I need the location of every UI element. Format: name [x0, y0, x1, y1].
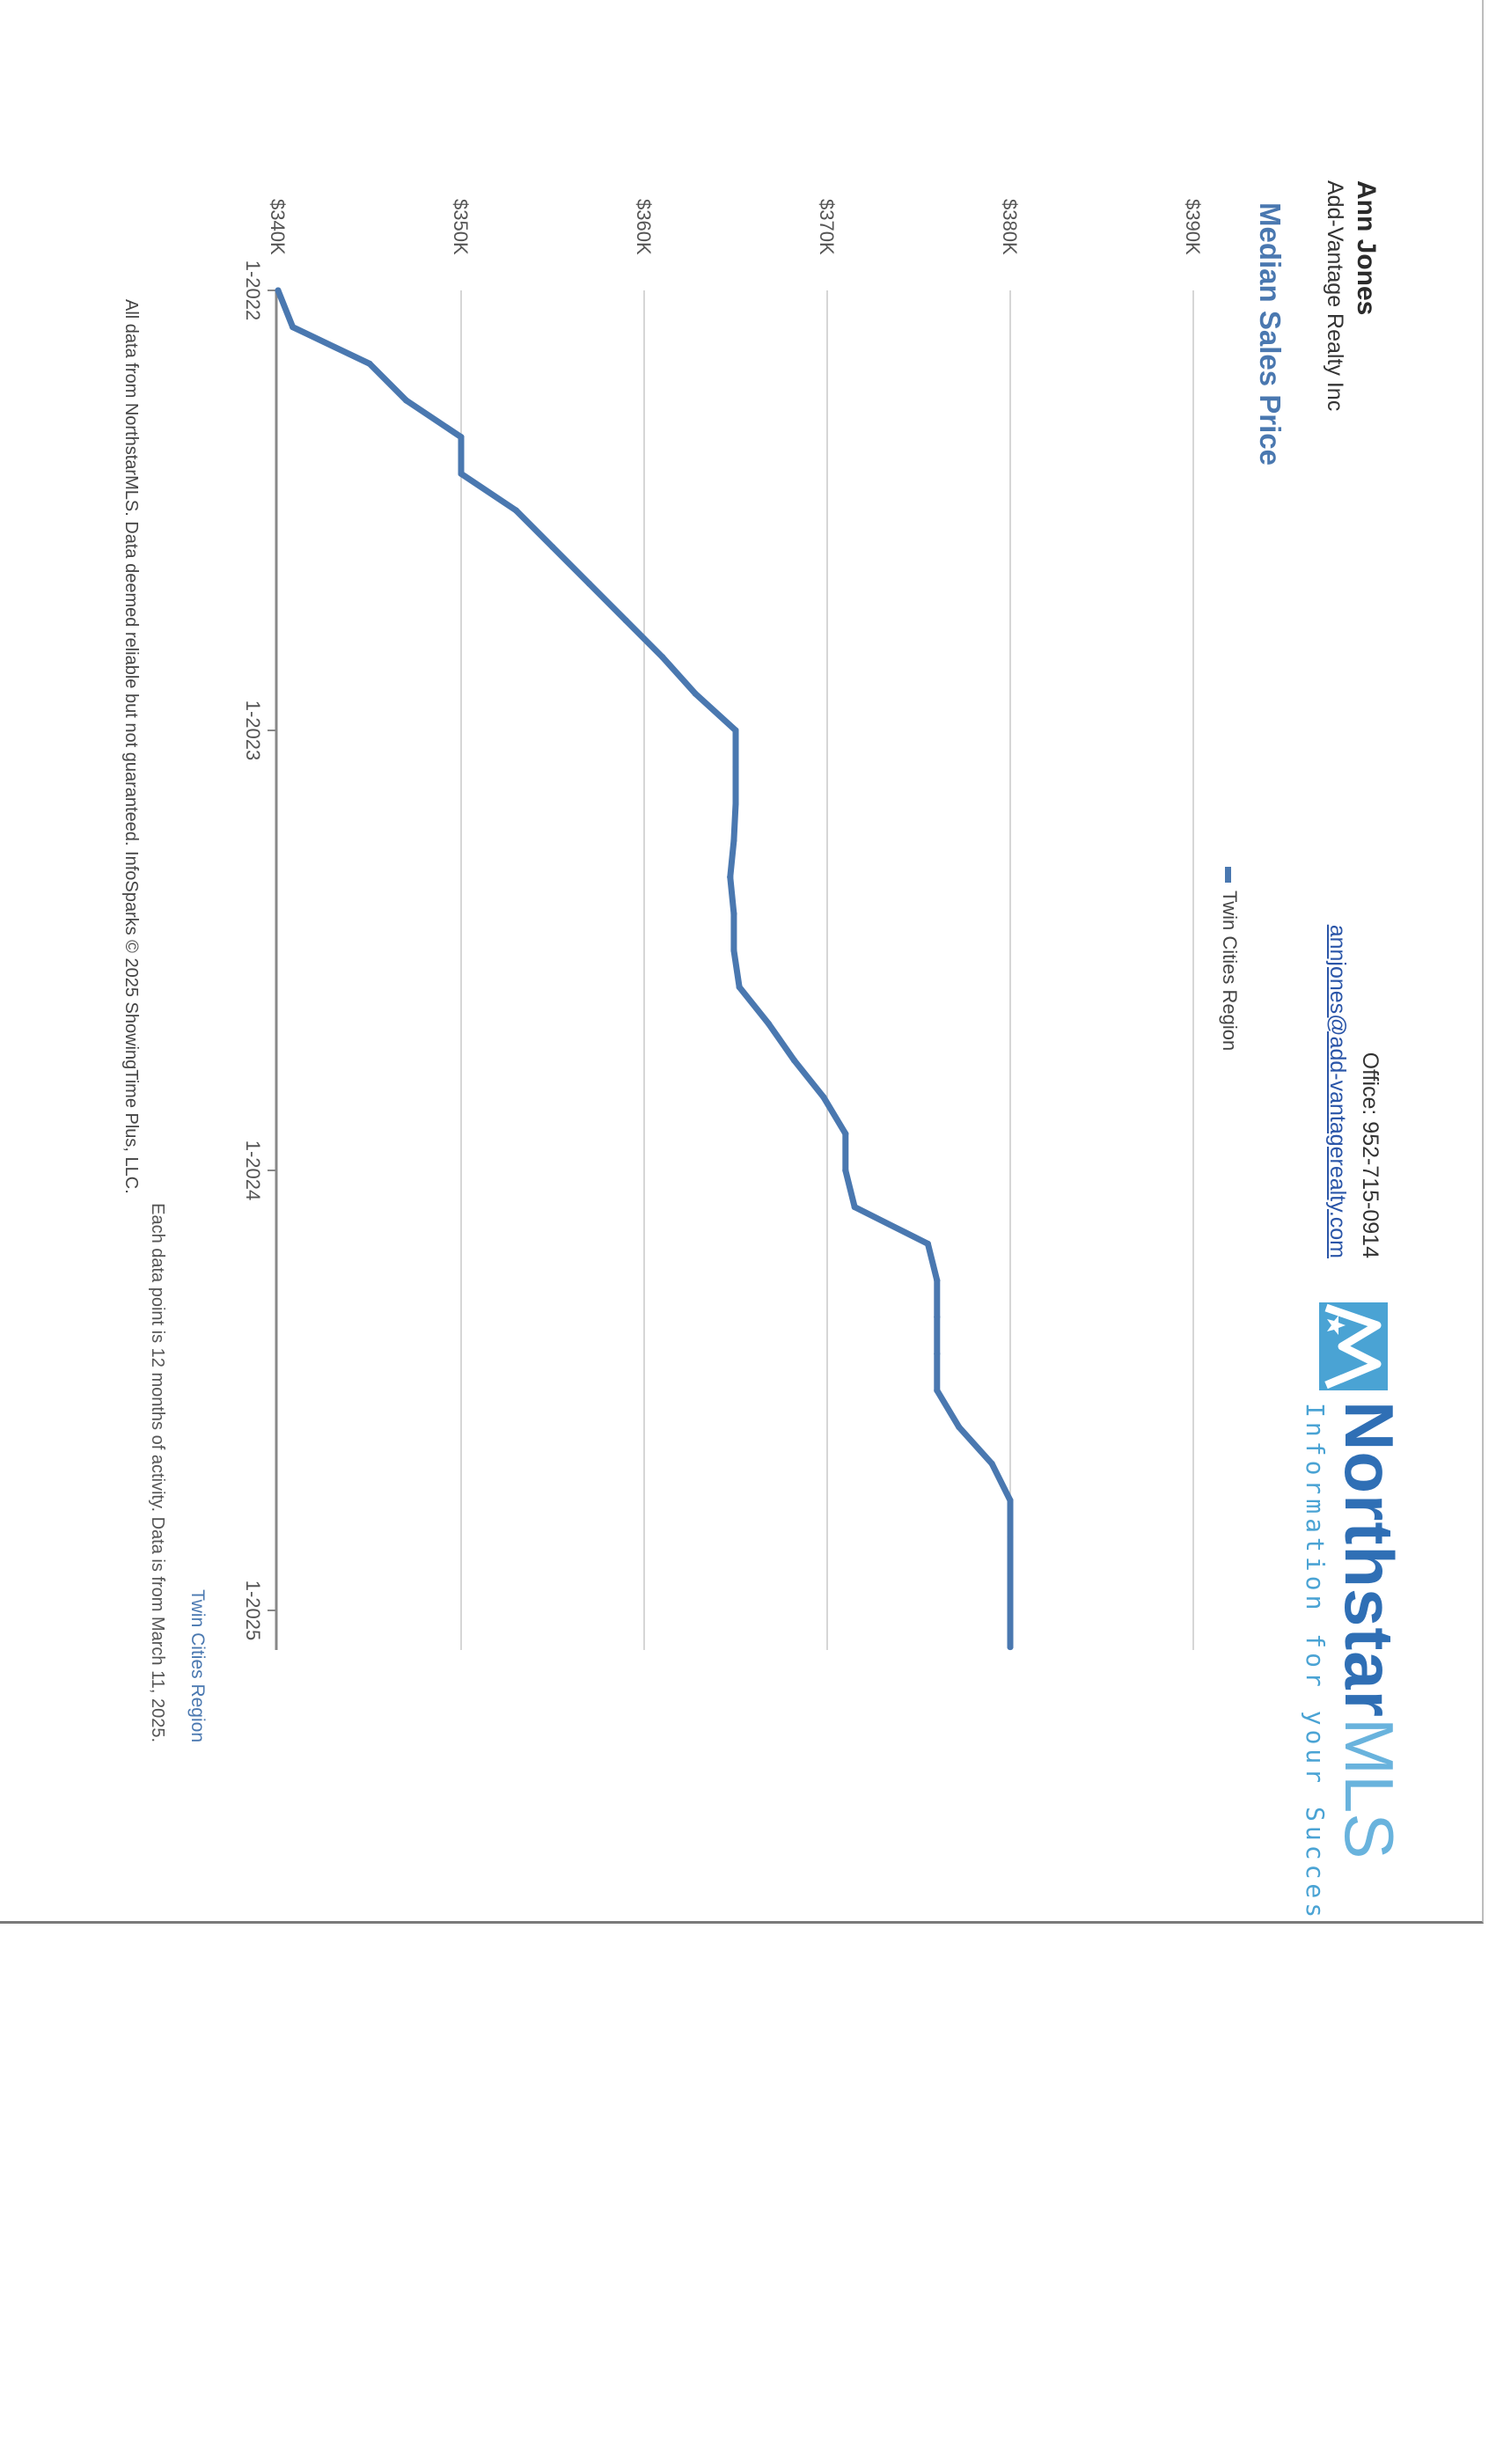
data-point	[730, 837, 737, 844]
series-line-segment	[956, 1424, 995, 1467]
y-tick-label: $370K	[816, 199, 838, 255]
x-axis: 1-2022 1-2023 1-2024 1-2025	[242, 260, 278, 1650]
data-point	[730, 910, 737, 917]
data-point	[1007, 1497, 1014, 1504]
data-point	[988, 1460, 995, 1467]
series-line-segment	[727, 837, 737, 881]
data-point	[275, 287, 282, 294]
rotated-report: Ann Jones Add-Vantage Realty Inc Office:…	[121, 180, 1408, 1921]
series-line-segment	[512, 507, 556, 551]
series-line-segment	[659, 654, 699, 697]
data-point	[586, 580, 593, 587]
y-tick-label: $390K	[1182, 199, 1204, 255]
series-line-segment	[791, 1057, 827, 1101]
series-line-segment	[765, 1020, 798, 1064]
data-point	[956, 1424, 963, 1431]
series-line-segment	[730, 800, 739, 844]
series-line-segment	[730, 947, 743, 991]
y-tick-label: $340K	[267, 199, 289, 255]
data-point	[851, 1204, 858, 1211]
series-line-segment	[366, 360, 410, 404]
y-tick-label: $360K	[633, 199, 655, 255]
series-line-segment	[736, 984, 772, 1027]
region-label: Twin Cities Region	[187, 1589, 208, 1742]
data-point	[732, 764, 739, 771]
series-line-segment	[622, 617, 666, 661]
data-point	[622, 617, 629, 624]
series-line-segment	[549, 544, 593, 587]
scanned-page: Ann Jones Add-Vantage Realty Inc Office:…	[0, 0, 1484, 1924]
data-point	[842, 1167, 849, 1174]
data-point	[290, 324, 297, 331]
data-point	[736, 984, 743, 991]
data-point	[820, 1094, 827, 1101]
data-point	[791, 1057, 798, 1064]
y-axis-ticks: $340K $350K $360K $370K $380K $390K	[267, 199, 1204, 255]
line-chart: $340K $350K $360K $370K $380K $390K 1-20221-2…	[242, 199, 1204, 1651]
data-point	[924, 1240, 931, 1247]
y-tick-label: $380K	[999, 199, 1021, 255]
data-point	[366, 360, 373, 367]
data-point	[549, 544, 556, 551]
data-point	[403, 397, 410, 404]
data-point	[692, 690, 699, 697]
data-point	[765, 1020, 772, 1027]
x-tick-label: 1-2023	[242, 700, 264, 761]
chart-series	[275, 287, 1014, 1651]
data-point	[727, 874, 734, 881]
series-line-segment	[290, 324, 373, 367]
data-point	[1007, 1644, 1014, 1651]
x-tick-label: 1-2025	[242, 1580, 264, 1641]
x-tick-label: 1-2022	[242, 260, 264, 321]
data-point	[730, 947, 737, 954]
data-point	[732, 727, 739, 734]
data-point	[1007, 1607, 1014, 1614]
data-point	[458, 470, 465, 477]
series-line-segment	[924, 1240, 941, 1284]
data-point	[934, 1277, 941, 1284]
x-tick-label: 1-2024	[242, 1140, 264, 1201]
series-line-segment	[403, 397, 465, 441]
series-line-segment	[934, 1387, 963, 1431]
data-point	[934, 1387, 941, 1394]
data-note: Each data point is 12 months of activity…	[148, 1203, 167, 1742]
series-line-segment	[727, 874, 737, 917]
series-line-segment	[820, 1094, 849, 1137]
series-line-segment	[586, 580, 629, 624]
series-line-segment	[842, 1167, 858, 1211]
footer-disclaimer: All data from NorthstarMLS. Data deemed …	[121, 299, 141, 1194]
series-line-segment	[692, 690, 739, 734]
series-line-segment	[275, 287, 297, 331]
data-point	[732, 800, 739, 807]
series-line-segment	[458, 470, 519, 514]
series-line-segment	[988, 1460, 1014, 1504]
data-point	[458, 434, 465, 441]
chart-gridlines	[460, 290, 1194, 1650]
data-point	[1007, 1570, 1014, 1577]
northstar-logo: NorthstarMLS Information for your Succes…	[1275, 1302, 1408, 1921]
y-tick-label: $350K	[450, 199, 472, 255]
data-point	[659, 654, 666, 661]
data-point	[512, 507, 519, 514]
data-point	[842, 1130, 849, 1137]
series-line-segment	[851, 1204, 931, 1247]
data-point	[1007, 1534, 1014, 1541]
northstar-logo-icon	[1319, 1302, 1388, 1390]
data-point	[934, 1350, 941, 1357]
data-point	[934, 1314, 941, 1321]
